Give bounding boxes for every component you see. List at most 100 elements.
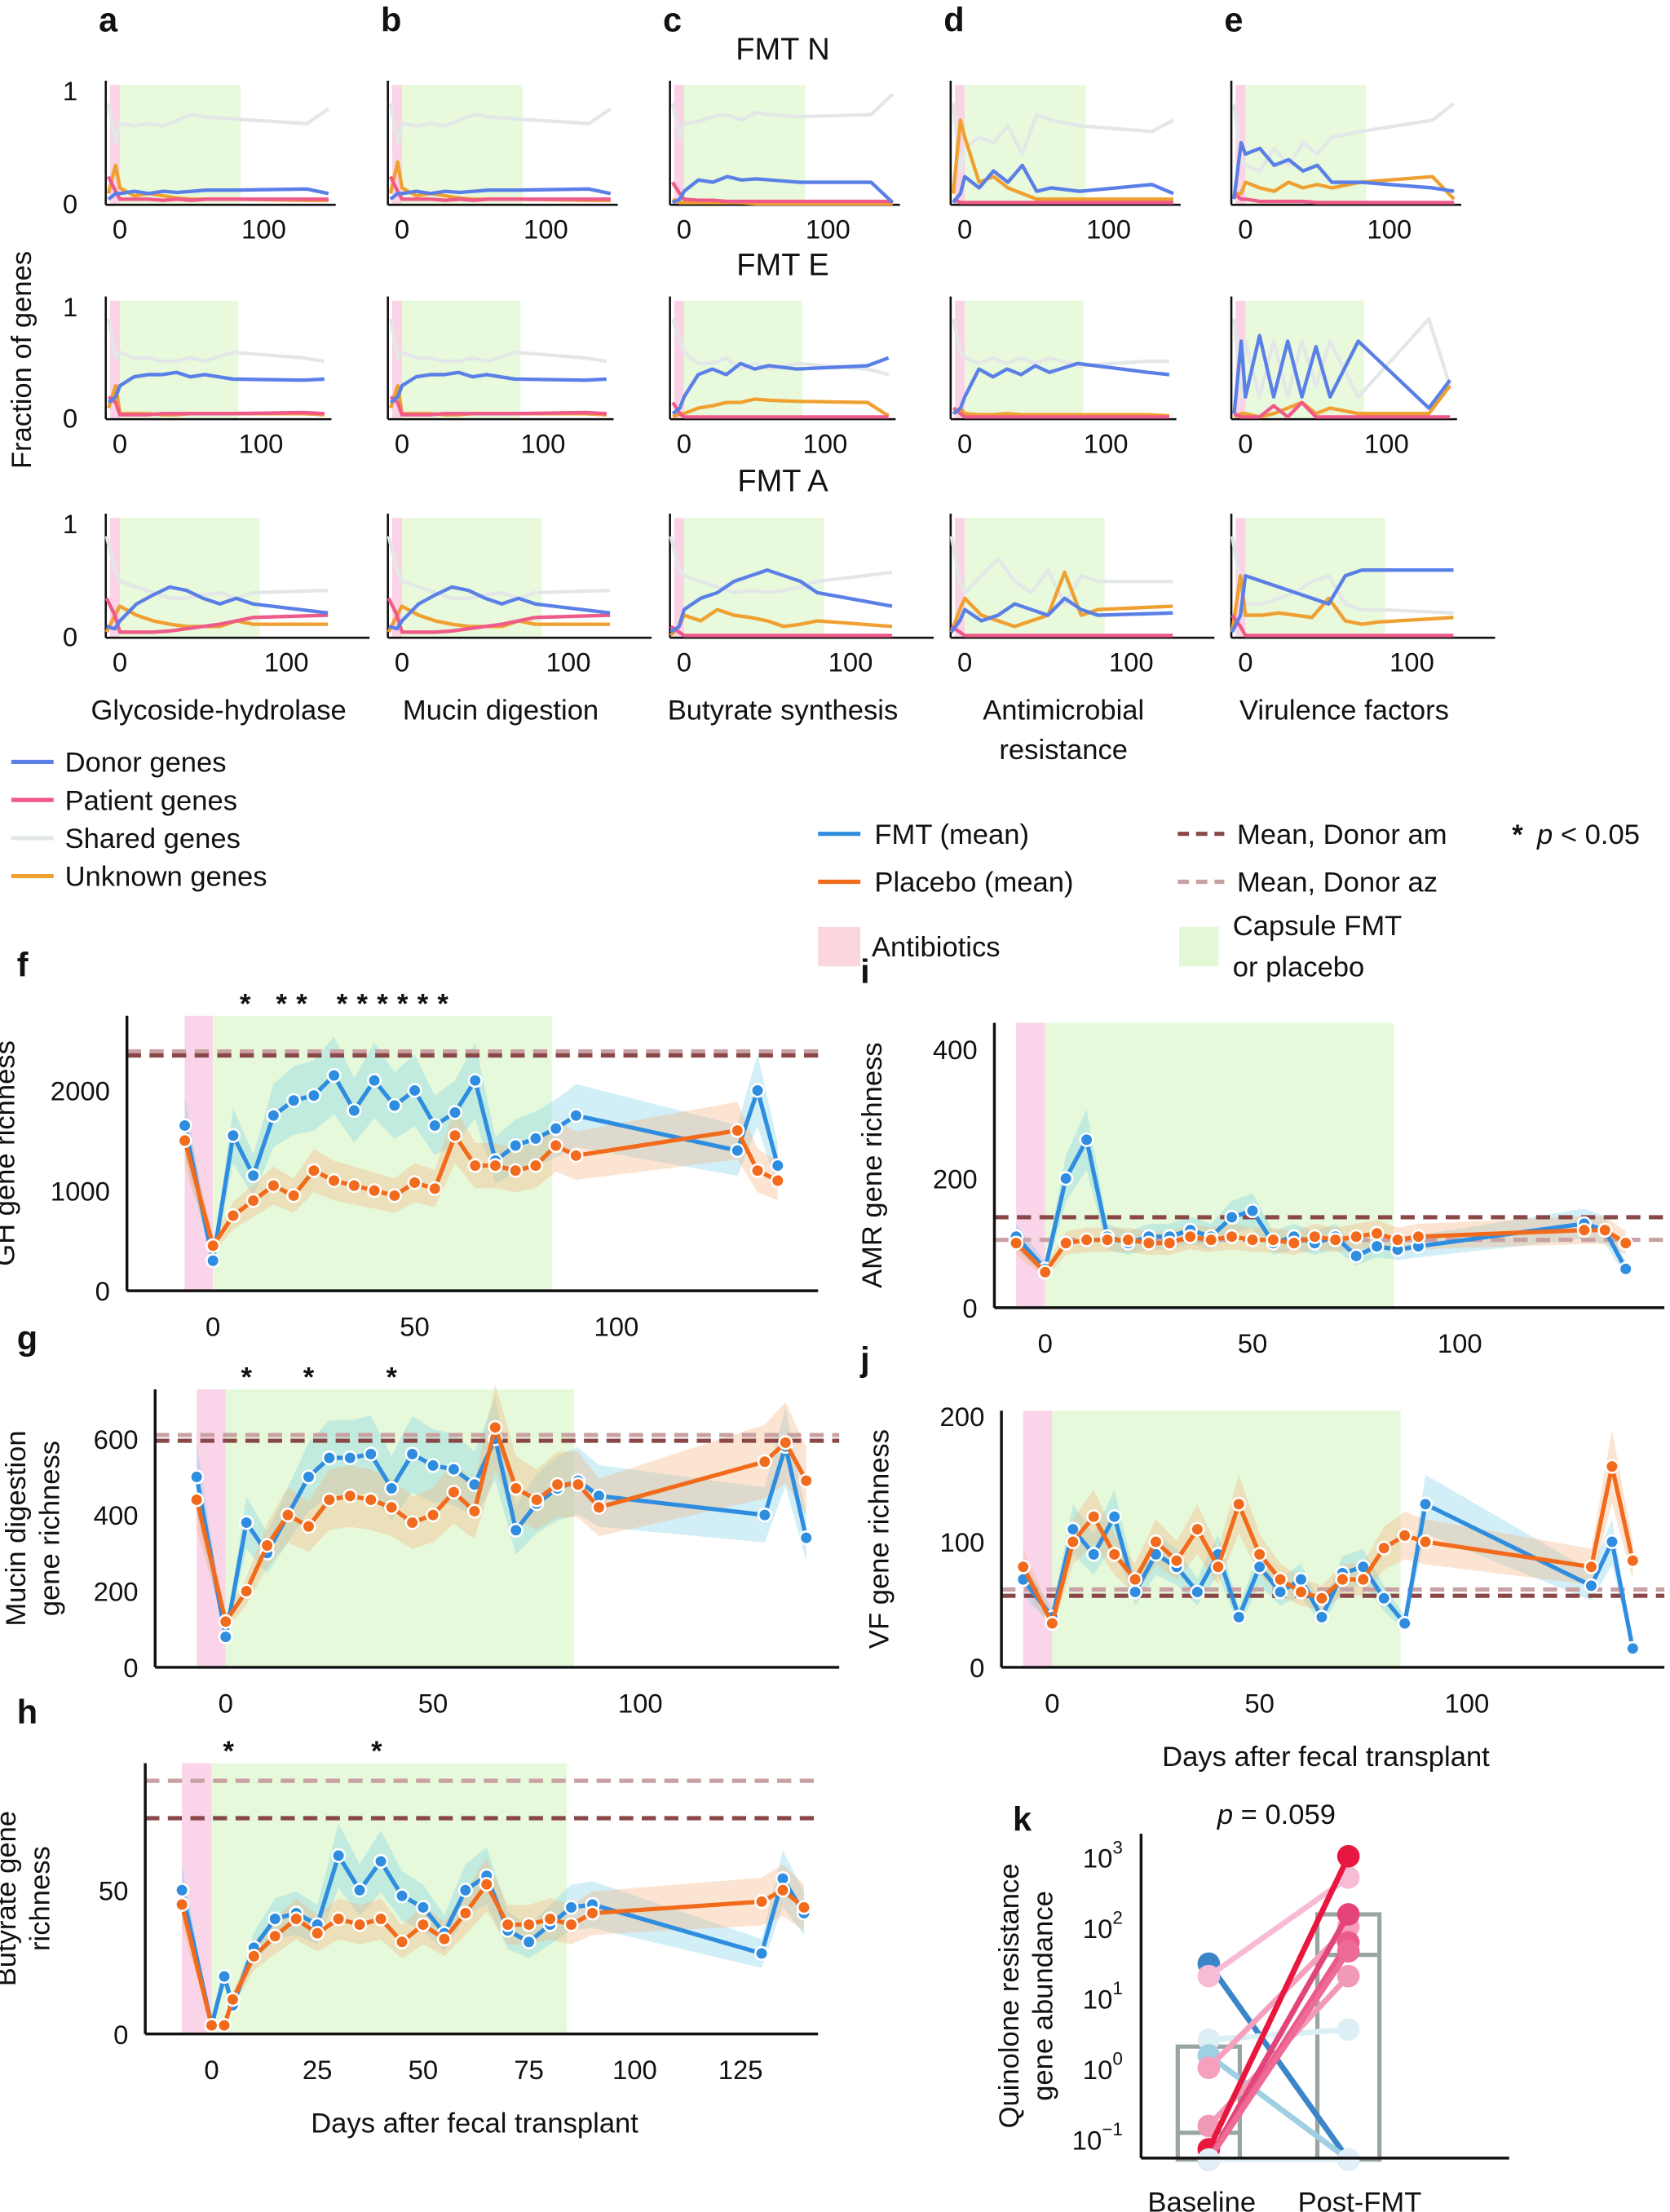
legend-capsule-l2: or placebo <box>1233 951 1364 982</box>
placebo-data-point <box>245 1193 261 1208</box>
placebo-data-point <box>479 1877 494 1892</box>
panel-letter-i: i <box>860 952 870 991</box>
placebo-data-point <box>467 1158 483 1173</box>
placebo-data-point <box>306 1163 321 1178</box>
panel-letter-g: g <box>17 1319 38 1358</box>
fmt-data-point <box>446 1461 462 1477</box>
small-panel: 0 100 <box>1230 80 1461 245</box>
y-tick-label: 0 <box>970 1653 984 1683</box>
legend-fmt-mean: FMT (mean) <box>874 819 1029 850</box>
placebo-data-point <box>259 1538 275 1553</box>
fmt-confidence-band <box>182 1823 804 2027</box>
placebo-data-point <box>280 1508 296 1523</box>
placebo-data-point <box>177 1132 192 1148</box>
shared-genes-line <box>670 93 895 139</box>
y-tick-label: 101 <box>1083 1978 1123 2014</box>
y-tick-label: 103 <box>1083 1837 1123 1873</box>
fmt-data-point <box>225 1128 241 1143</box>
placebo-data-point <box>1204 1232 1219 1247</box>
placebo-data-point <box>457 1905 473 1921</box>
panel-letter-d: d <box>943 0 964 38</box>
shared-genes-line <box>951 103 1174 173</box>
x-tick-label: 0 <box>1038 1328 1053 1358</box>
small-panel: 0 100 1 0 <box>63 292 332 459</box>
panel-letter-k: k <box>1013 1800 1032 1839</box>
legend-sig-p: p <box>1536 819 1553 850</box>
p-value: = 0.059 <box>1233 1799 1336 1830</box>
donor-genes-line <box>106 585 329 631</box>
small-panel: 0 100 <box>949 514 1215 678</box>
x-tick-label: 0 <box>957 647 972 678</box>
x-tick-label: 0 <box>395 214 409 245</box>
placebo-data-point <box>466 1503 482 1519</box>
x-tick-label: 100 <box>806 214 850 245</box>
baseline-point <box>1197 2148 1221 2171</box>
patient-genes-line <box>1232 192 1455 205</box>
placebo-data-point <box>447 1128 463 1143</box>
y-axis-label: GH gene richness <box>0 1040 20 1266</box>
x-tick-label: 100 <box>521 429 566 459</box>
x-tick-label: 0 <box>1045 1688 1059 1718</box>
fmt-data-point <box>1224 1209 1239 1225</box>
x-tick-label: 50 <box>409 2055 439 2085</box>
patient-genes-line <box>1230 614 1454 638</box>
placebo-data-point <box>1086 1509 1102 1525</box>
patient-pair-line <box>1206 1949 1351 2161</box>
x-tick-label: 0 <box>113 214 127 245</box>
panel-letter-b: b <box>381 0 401 38</box>
antibiotics-band <box>182 1763 212 2034</box>
y-tick-label: 200 <box>940 1402 985 1432</box>
placebo-data-point <box>1597 1222 1613 1238</box>
post-fmt-point <box>1336 2018 1360 2041</box>
placebo-data-point <box>425 1508 441 1523</box>
fmt-data-point <box>239 1515 254 1530</box>
fmt-data-point <box>427 1118 443 1133</box>
donor-genes-line <box>107 370 325 404</box>
unknown-genes-line <box>952 406 1170 418</box>
fmt-data-point <box>331 1848 347 1863</box>
placebo-data-point <box>488 1419 503 1435</box>
placebo-data-point <box>1293 1584 1309 1600</box>
placebo-data-point <box>205 1238 221 1253</box>
placebo-confidence-band <box>182 1857 804 2027</box>
shared-genes-line <box>387 536 611 600</box>
shared-genes-line <box>1232 101 1456 173</box>
shared-genes-line <box>671 318 890 377</box>
antibiotics-band <box>674 518 684 638</box>
placebo-data-point <box>757 1454 772 1469</box>
placebo-data-point <box>204 2017 219 2033</box>
x-tick-label: 0 <box>957 429 972 459</box>
legend-sig-star: * <box>1512 819 1523 850</box>
antibiotics-band <box>955 85 965 205</box>
x-tick-label: 0 <box>113 647 127 678</box>
y-tick-label: 200 <box>933 1164 978 1194</box>
fmt-data-point <box>286 1093 302 1108</box>
panel-letter-a: a <box>99 0 118 38</box>
fmt-data-point <box>770 1158 785 1173</box>
x-tick-label: 0 <box>204 2055 219 2085</box>
placebo-data-point <box>542 1911 558 1927</box>
fmt-data-point <box>749 1083 766 1098</box>
placebo-data-point <box>1618 1235 1633 1251</box>
fmt-confidence-band <box>1023 1474 1633 1652</box>
y-tick-label: 100 <box>940 1527 985 1557</box>
placebo-data-point <box>1128 1572 1143 1587</box>
shared-genes-line <box>949 536 1173 606</box>
placebo-data-point <box>1210 1559 1226 1574</box>
x-tick-label: 100 <box>264 647 309 678</box>
placebo-data-point <box>1045 1615 1060 1631</box>
patient-pair-line <box>1206 1962 1351 2161</box>
fmt-data-point <box>1604 1534 1619 1550</box>
fmt-data-point <box>1231 1609 1247 1625</box>
placebo-data-point <box>488 1158 503 1173</box>
fmt-data-point <box>1369 1238 1385 1254</box>
x-tick-label: 100 <box>241 214 286 245</box>
placebo-data-point <box>1286 1235 1301 1251</box>
x-tick-label: 0 <box>395 429 409 459</box>
x-tick-label: 0 <box>395 647 409 678</box>
placebo-data-point <box>446 1485 462 1500</box>
fmt-data-point <box>1244 1203 1261 1219</box>
placebo-data-point <box>1099 1232 1116 1247</box>
placebo-data-point <box>347 1178 362 1194</box>
